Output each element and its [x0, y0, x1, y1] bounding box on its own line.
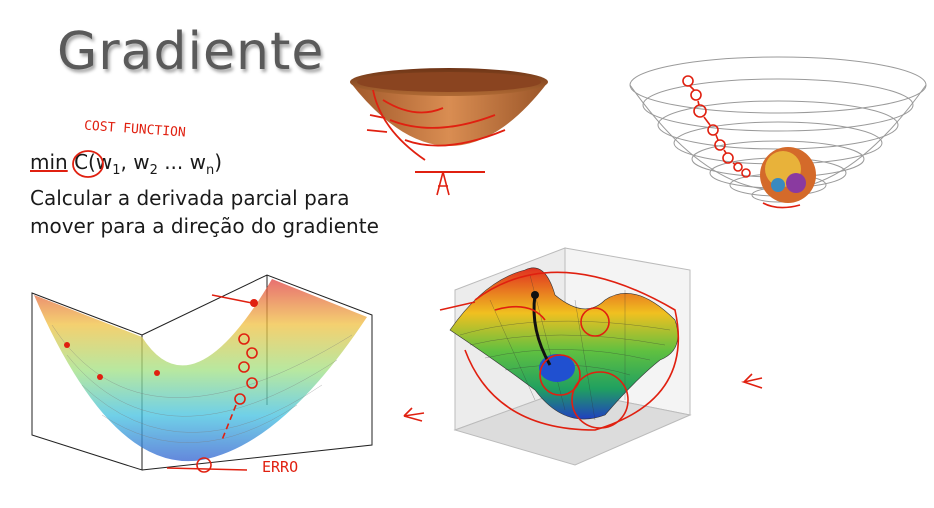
cost-formula: min C(w1, w2 ... wn)	[30, 150, 222, 178]
error-annotation: ERRO	[262, 458, 299, 476]
formula-min: min	[30, 150, 68, 174]
formula-close: )	[214, 150, 223, 174]
formula-sub1: 1	[112, 163, 121, 178]
formula-sub2: 2	[149, 163, 158, 178]
bowl-image	[350, 68, 548, 196]
formula-subn: n	[206, 163, 215, 178]
wire-bowl-ball-image	[629, 56, 927, 209]
arrow-left-icon	[403, 407, 425, 422]
text-line-1: Calcular a derivada parcial para	[30, 186, 350, 210]
cost-function-annotation: COST FUNCTION	[83, 118, 187, 141]
bumpy-surface-image	[439, 247, 692, 466]
text-line-2: mover para a direção do gradiente	[30, 214, 379, 238]
formula-mid1: , w	[120, 150, 150, 174]
formula-func: C(w	[74, 150, 113, 174]
arrow-left-icon-2	[741, 373, 763, 389]
slide-title: Gradiente	[57, 22, 325, 82]
circle-annotation-icon	[72, 150, 104, 178]
error-surface-image	[31, 274, 373, 473]
formula-mid2: ... w	[157, 150, 206, 174]
